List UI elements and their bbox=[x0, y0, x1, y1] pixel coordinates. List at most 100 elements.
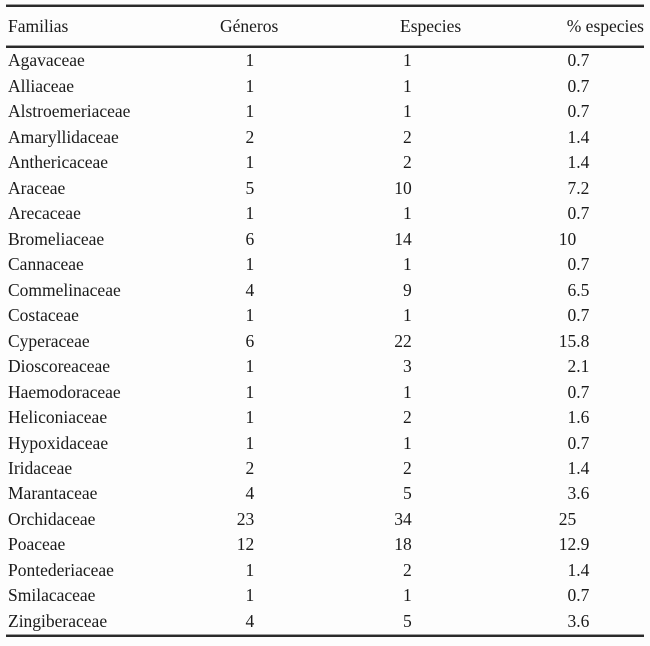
family-cell: Anthericaceae bbox=[8, 152, 109, 173]
column-header-especies: Especies bbox=[400, 15, 462, 36]
especies-cell: 1 bbox=[402, 254, 412, 275]
pct-int-cell: 15 bbox=[558, 330, 577, 351]
pct-int-cell: 25 bbox=[558, 508, 577, 529]
generos-cell: 4 bbox=[245, 610, 255, 631]
generos-cell: 1 bbox=[245, 432, 255, 453]
especies-cell: 10 bbox=[394, 177, 412, 198]
table-row: Alliaceae 1 1 0 .7 bbox=[6, 73, 644, 98]
table-row: Arecaceae 1 1 0 .7 bbox=[6, 201, 644, 226]
table-row: Araceae 5 10 7 .2 bbox=[6, 175, 644, 200]
table-row: Orchidaceae 23 34 25 bbox=[6, 507, 644, 532]
column-header-familias: Familias bbox=[8, 15, 69, 36]
pct-frac-cell: .7 bbox=[576, 203, 590, 224]
family-cell: Heliconiaceae bbox=[8, 407, 108, 428]
generos-cell: 4 bbox=[245, 279, 255, 300]
pct-int-cell: 0 bbox=[567, 254, 577, 275]
especies-cell: 2 bbox=[402, 152, 412, 173]
table-row: Iridaceae 2 2 1 .4 bbox=[6, 456, 644, 481]
pct-int-cell: 0 bbox=[567, 432, 577, 453]
generos-cell: 6 bbox=[245, 330, 255, 351]
generos-cell: 1 bbox=[245, 50, 255, 71]
generos-cell: 1 bbox=[245, 356, 255, 377]
especies-cell: 3 bbox=[402, 356, 412, 377]
pct-int-cell: 3 bbox=[567, 483, 577, 504]
pct-int-cell: 0 bbox=[567, 203, 577, 224]
especies-cell: 2 bbox=[402, 126, 412, 147]
table-row: Bromeliaceae 6 14 10 bbox=[6, 226, 644, 251]
table-row: Anthericaceae 1 2 1 .4 bbox=[6, 150, 644, 175]
pct-frac-cell: .7 bbox=[576, 432, 590, 453]
especies-cell: 1 bbox=[402, 50, 412, 71]
especies-cell: 5 bbox=[402, 610, 412, 631]
especies-cell: 5 bbox=[402, 483, 412, 504]
family-cell: Commelinaceae bbox=[8, 279, 121, 300]
pct-int-cell: 1 bbox=[567, 407, 577, 428]
pct-int-cell: 6 bbox=[567, 279, 577, 300]
pct-int-cell: 12 bbox=[558, 534, 577, 555]
pct-frac-cell: .4 bbox=[576, 559, 590, 580]
family-cell: Bromeliaceae bbox=[8, 228, 105, 249]
table-row: Dioscoreaceae 1 3 2 .1 bbox=[6, 354, 644, 379]
table-row: Amaryllidaceae 2 2 1 .4 bbox=[6, 124, 644, 149]
family-cell: Orchidaceae bbox=[8, 508, 96, 529]
pct-int-cell: 1 bbox=[567, 559, 577, 580]
pct-frac-cell: .1 bbox=[576, 356, 590, 377]
especies-cell: 34 bbox=[394, 508, 412, 529]
family-cell: Haemodoraceae bbox=[8, 381, 121, 402]
generos-cell: 1 bbox=[245, 254, 255, 275]
generos-cell: 1 bbox=[245, 101, 255, 122]
family-cell: Alstroemeriaceae bbox=[8, 101, 131, 122]
pct-int-cell: 0 bbox=[567, 101, 577, 122]
column-header-generos: Géneros bbox=[220, 15, 279, 36]
pct-int-cell: 1 bbox=[567, 126, 577, 147]
family-cell: Cannaceae bbox=[8, 254, 84, 275]
pct-int-cell: 1 bbox=[567, 152, 577, 173]
generos-cell: 1 bbox=[245, 585, 255, 606]
table-row: Costaceae 1 1 0 .7 bbox=[6, 303, 644, 328]
especies-cell: 18 bbox=[394, 534, 412, 555]
pct-int-cell: 0 bbox=[567, 305, 577, 326]
generos-cell: 1 bbox=[245, 407, 255, 428]
pct-int-cell: 0 bbox=[567, 585, 577, 606]
family-cell: Iridaceae bbox=[8, 457, 73, 478]
table-row: Commelinaceae 4 9 6 .5 bbox=[6, 277, 644, 302]
table-row: Cyperaceae 6 22 15 .8 bbox=[6, 328, 644, 353]
family-cell: Zingiberaceae bbox=[8, 610, 108, 631]
column-header-pct-especies: % especies bbox=[566, 15, 644, 36]
table-header-row: Familias Géneros Especies % especies bbox=[6, 7, 644, 45]
table-row: Zingiberaceae 4 5 3 .6 bbox=[6, 609, 644, 634]
header-rule bbox=[6, 45, 644, 48]
family-cell: Dioscoreaceae bbox=[8, 356, 111, 377]
especies-cell: 2 bbox=[402, 407, 412, 428]
pct-frac-cell: .4 bbox=[576, 152, 590, 173]
pct-frac-cell: .6 bbox=[576, 407, 590, 428]
table-row: Pontederiaceae 1 2 1 .4 bbox=[6, 558, 644, 583]
family-cell: Arecaceae bbox=[8, 203, 81, 224]
pct-frac-cell: .7 bbox=[576, 50, 590, 71]
pct-frac-cell: .2 bbox=[576, 177, 590, 198]
pct-frac-cell: .5 bbox=[576, 279, 590, 300]
family-cell: Araceae bbox=[8, 177, 66, 198]
family-cell: Smilacaceae bbox=[8, 585, 96, 606]
family-cell: Marantaceae bbox=[8, 483, 98, 504]
family-cell: Hypoxidaceae bbox=[8, 432, 109, 453]
family-cell: Agavaceae bbox=[8, 50, 85, 71]
pct-int-cell: 3 bbox=[567, 610, 577, 631]
pct-frac-cell: .7 bbox=[576, 254, 590, 275]
pct-frac-cell: .6 bbox=[576, 483, 590, 504]
table-row: Haemodoraceae 1 1 0 .7 bbox=[6, 379, 644, 404]
generos-cell: 1 bbox=[245, 559, 255, 580]
especies-cell: 1 bbox=[402, 305, 412, 326]
generos-cell: 1 bbox=[245, 203, 255, 224]
generos-cell: 6 bbox=[245, 228, 255, 249]
especies-cell: 22 bbox=[394, 330, 412, 351]
family-cell: Cyperaceae bbox=[8, 330, 90, 351]
species-by-family-table: Familias Géneros Especies % especies Aga… bbox=[6, 4, 644, 637]
pct-frac-cell: .6 bbox=[576, 610, 590, 631]
pct-int-cell: 2 bbox=[567, 356, 577, 377]
generos-cell: 12 bbox=[236, 534, 255, 555]
table-row: Hypoxidaceae 1 1 0 .7 bbox=[6, 430, 644, 455]
table-row: Cannaceae 1 1 0 .7 bbox=[6, 252, 644, 277]
pct-int-cell: 1 bbox=[567, 457, 577, 478]
